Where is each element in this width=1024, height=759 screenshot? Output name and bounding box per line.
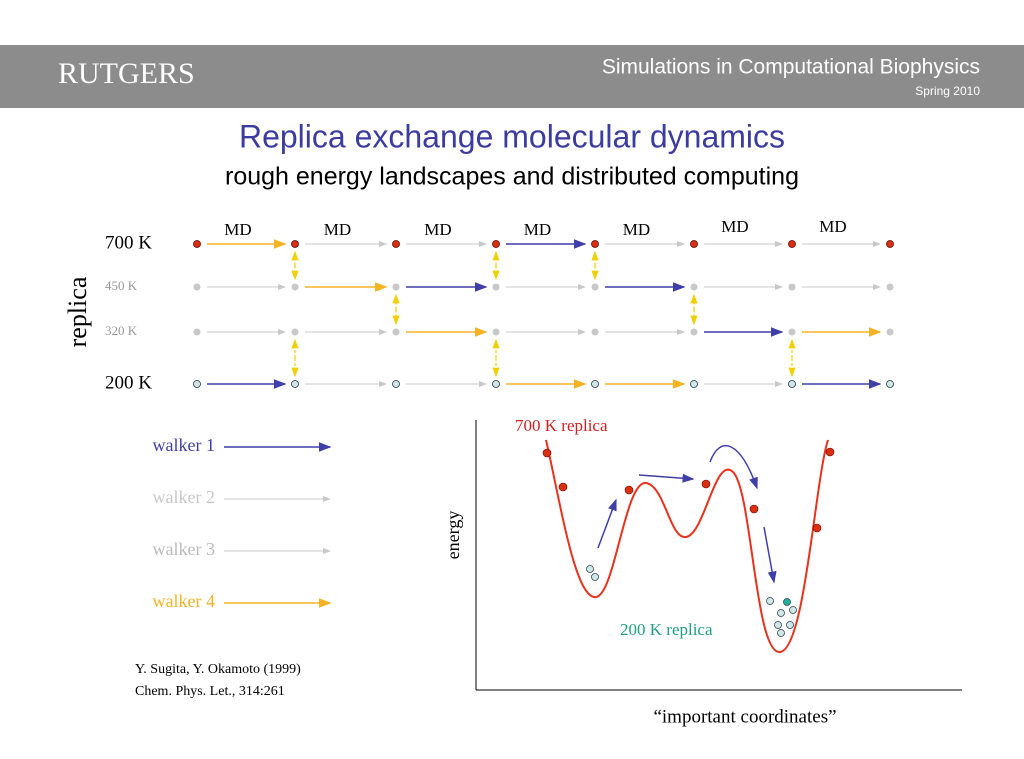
replica-label: replica [63, 276, 92, 347]
replica-dot [886, 380, 894, 388]
step-label: MD [524, 220, 551, 239]
temperature-label: 700 K [105, 232, 152, 253]
temperature-label: 450 K [105, 278, 138, 293]
replica-dot [788, 240, 796, 248]
step-label: MD [224, 220, 251, 239]
replica-dot [392, 283, 400, 291]
legend-label: walker 2 [153, 487, 215, 507]
replica-dot [591, 283, 599, 291]
legend-label: walker 4 [153, 591, 215, 611]
replica-dot [492, 328, 500, 336]
x-label: “important coordinates” [653, 706, 836, 727]
replica-dot [291, 380, 299, 388]
term: Spring 2010 [915, 84, 980, 98]
step-label: MD [424, 220, 451, 239]
hops [597, 445, 777, 584]
replica-dot [492, 283, 500, 291]
replica-dot [690, 380, 698, 388]
temperature-label: 200 K [105, 372, 152, 393]
replica-dot [291, 240, 299, 248]
replica-dot [291, 283, 299, 291]
replica-dot [492, 380, 500, 388]
step-label: MD [721, 217, 748, 236]
temperature-label: 320 K [105, 323, 138, 338]
high-label: 700 K replica [515, 416, 608, 435]
replica-dot [392, 240, 400, 248]
replica-dot [591, 380, 599, 388]
hot-walkers [542, 447, 835, 533]
y-label: energy [443, 511, 463, 560]
replica-dot [193, 328, 201, 336]
replica-dot [392, 328, 400, 336]
replica-dot [492, 240, 500, 248]
title: Replica exchange molecular dynamics [239, 118, 785, 154]
step-label: MD [819, 217, 846, 236]
citation: Chem. Phys. Let., 314:261 [135, 684, 285, 699]
course: Simulations in Computational Biophysics [602, 56, 980, 79]
replica-dot [886, 240, 894, 248]
legend-label: walker 1 [153, 435, 215, 455]
replica-dot [591, 328, 599, 336]
header-band [0, 45, 1024, 108]
energy-curve [545, 439, 829, 654]
replica-dot [788, 283, 796, 291]
citation: Y. Sugita, Y. Okamoto (1999) [135, 662, 301, 677]
replica-dot [886, 283, 894, 291]
replica-dot [193, 283, 201, 291]
low-label: 200 K replica [620, 620, 713, 639]
step-label: MD [324, 220, 351, 239]
replica-dot [193, 380, 201, 388]
logo: RUTGERS [58, 57, 195, 90]
replica-dot [291, 328, 299, 336]
replica-dot [788, 328, 796, 336]
replica-dot [392, 380, 400, 388]
replica-dot [788, 380, 796, 388]
replica-dot [591, 240, 599, 248]
legend-label: walker 3 [153, 539, 215, 559]
step-label: MD [623, 220, 650, 239]
cold-walkers [586, 565, 797, 637]
replica-dot [690, 240, 698, 248]
replica-dot [193, 240, 201, 248]
subtitle: rough energy landscapes and distributed … [225, 163, 799, 191]
replica-dot [886, 328, 894, 336]
replica-dot [690, 328, 698, 336]
replica-dot [690, 283, 698, 291]
